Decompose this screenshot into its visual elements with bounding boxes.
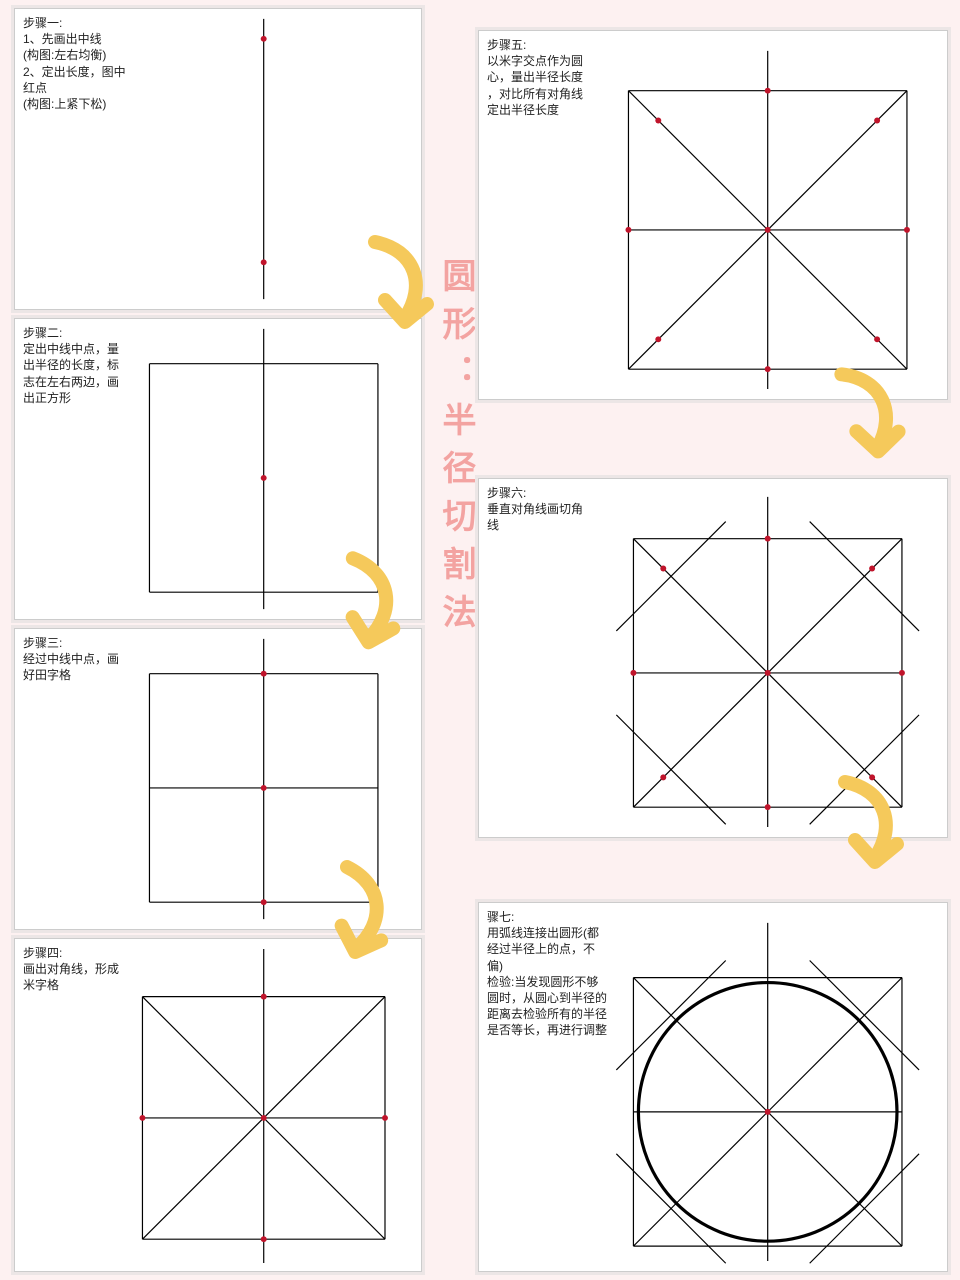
step-6-caption: 步骤六: 垂直对角线画切角 线 [487, 485, 583, 534]
step-5-caption: 步骤五: 以米字交点作为圆 心，量出半径长度 ，对比所有对角线 定出半径长度 [487, 37, 583, 118]
step-3-caption: 步骤三: 经过中线中点，画 好田字格 [23, 635, 119, 684]
flow-arrow-5 [825, 770, 915, 880]
step-2-caption: 步骤二: 定出中线中点，量 出半径的长度，标 志在左右两边，画 出正方形 [23, 325, 119, 406]
panel-step-7: 骤七: 用弧线连接出圆形(都 经过半径上的点，不 偏) 检验:当发现圆形不够 圆… [478, 902, 948, 1272]
panel-step-4: 步骤四: 画出对角线，形成 米字格 [14, 938, 422, 1272]
step-1-caption: 步骤一: 1、先画出中线 (构图:左右均衡) 2、定出长度，图中 红点 (构图:… [23, 15, 126, 112]
flow-arrow-4 [820, 356, 919, 473]
step-4-caption: 步骤四: 画出对角线，形成 米字格 [23, 945, 119, 994]
flow-arrow-1 [355, 230, 445, 340]
flow-arrow-2 [316, 543, 424, 667]
panel-step-5: 步骤五: 以米字交点作为圆 心，量出半径长度 ，对比所有对角线 定出半径长度 [478, 30, 948, 400]
step-7-caption: 骤七: 用弧线连接出圆形(都 经过半径上的点，不 偏) 检验:当发现圆形不够 圆… [487, 909, 607, 1039]
